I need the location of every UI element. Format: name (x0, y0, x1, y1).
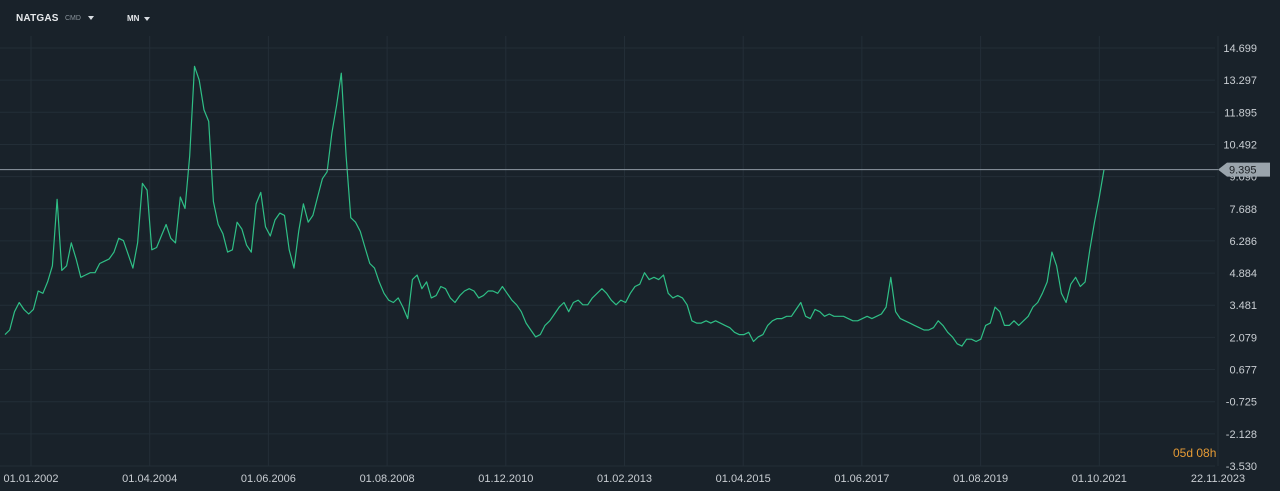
price-line (4, 65, 1105, 347)
symbol-type[interactable]: CMD (65, 15, 81, 22)
x-axis: 01.01.2002 01.04.2004 01.06.2006 01.08.2008… (3, 473, 1245, 485)
x-tick-label: 01.04.2004 (122, 473, 177, 485)
bar-countdown: 05d 08h (1173, 446, 1217, 460)
chart-toolbar: NATGAS CMD MN (0, 0, 1280, 36)
chart-grid (0, 36, 1219, 467)
y-tick-label: 14.699 (1223, 43, 1257, 55)
y-tick-label: -0.725 (1226, 397, 1257, 409)
x-tick-label: 01.12.2010 (478, 473, 533, 485)
y-tick-label: 11.895 (1224, 107, 1257, 119)
y-tick-label: 2.079 (1229, 332, 1257, 344)
current-price-label: 9.395 (1229, 165, 1257, 177)
y-tick-label: -2.128 (1226, 429, 1257, 441)
x-tick-label: 01.08.2019 (953, 473, 1008, 485)
x-tick-label: 01.04.2015 (716, 473, 771, 485)
current-price-tag (1218, 162, 1270, 177)
y-tick-label: 0.677 (1229, 365, 1257, 377)
x-tick-label: 01.06.2006 (241, 473, 296, 485)
y-tick-label: 6.286 (1229, 236, 1257, 248)
y-tick-label: 13.297 (1223, 75, 1257, 87)
price-marker-group: 9.395 (0, 162, 1270, 177)
y-tick-label: 7.688 (1229, 204, 1257, 216)
x-tick-label: 01.10.2021 (1072, 473, 1127, 485)
symbol-dropdown-icon[interactable] (88, 16, 94, 20)
line-layer (4, 65, 1105, 347)
y-tick-label: 3.481 (1229, 300, 1257, 312)
timeframe-dropdown-icon[interactable] (144, 17, 150, 21)
symbol-name[interactable]: NATGAS (16, 13, 59, 24)
x-tick-label: 01.01.2002 (3, 473, 58, 485)
x-tick-label: 01.06.2017 (834, 473, 889, 485)
timeframe-selector[interactable]: MN (127, 14, 140, 23)
y-tick-label: -3.530 (1226, 461, 1257, 473)
y-axis: 14.69913.29711.89510.4929.0907.6886.2864… (1223, 43, 1257, 473)
x-tick-label: 01.02.2013 (597, 473, 652, 485)
y-tick-label: 10.492 (1223, 139, 1257, 151)
x-tick-label: 22.11.2023 (1191, 473, 1245, 485)
x-tick-label: 01.08.2008 (360, 473, 415, 485)
y-tick-label: 4.884 (1229, 268, 1257, 280)
